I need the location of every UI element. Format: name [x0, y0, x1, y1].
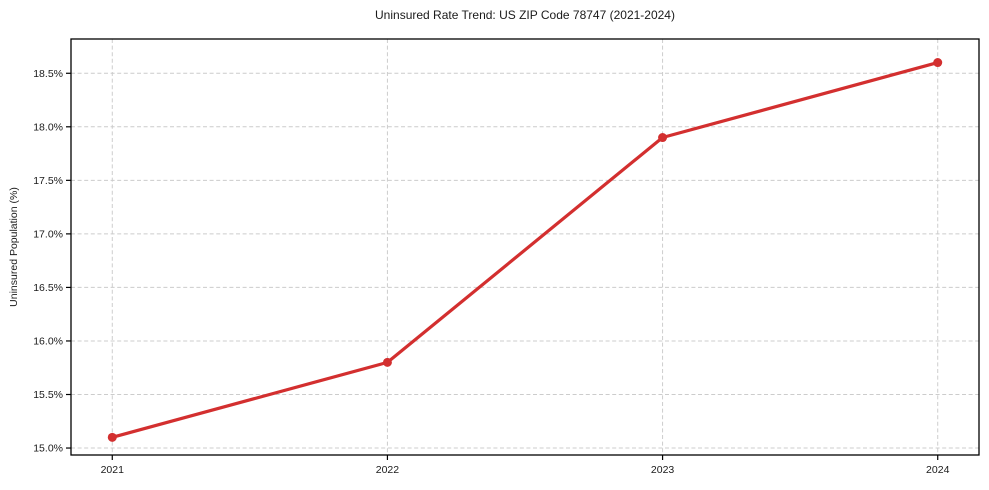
y-tick-label: 16.5% — [33, 282, 63, 294]
plot-frame — [70, 38, 980, 456]
x-tick-label: 2021 — [101, 464, 125, 476]
x-tick-label: 2023 — [651, 464, 675, 476]
data-point — [933, 58, 943, 68]
y-tick-label: 15.0% — [33, 443, 63, 455]
y-tick-label: 18.5% — [33, 68, 63, 80]
y-axis-label: Uninsured Population (%) — [8, 187, 20, 307]
y-tick-label: 15.5% — [33, 389, 63, 401]
y-tick-label: 17.0% — [33, 228, 63, 240]
x-tick-label: 2024 — [926, 464, 950, 476]
x-tick-label: 2022 — [376, 464, 400, 476]
data-point — [658, 133, 668, 143]
y-tick-label: 18.0% — [33, 121, 63, 133]
y-tick-label: 16.0% — [33, 335, 63, 347]
data-point — [382, 357, 392, 367]
trend-line — [110, 60, 940, 439]
data-point — [107, 432, 117, 442]
y-tick-label: 17.5% — [33, 175, 63, 187]
chart-title: Uninsured Rate Trend: US ZIP Code 78747 … — [375, 8, 675, 22]
